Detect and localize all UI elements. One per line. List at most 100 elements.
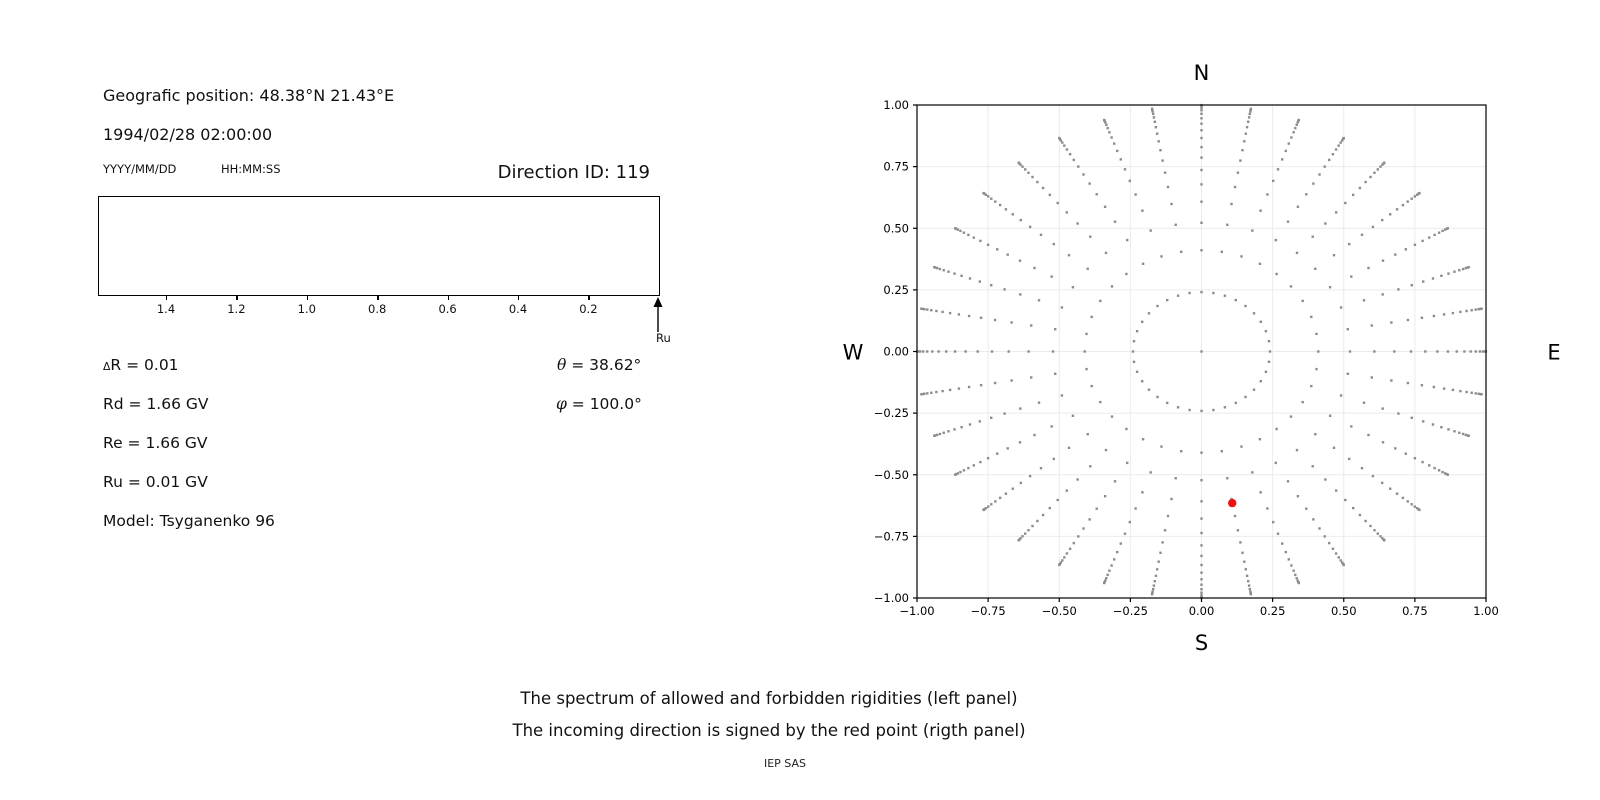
direction-dot bbox=[1166, 185, 1170, 189]
direction-dot bbox=[1376, 532, 1379, 535]
direction-dot bbox=[1200, 583, 1203, 586]
direction-dot bbox=[1028, 474, 1032, 478]
direction-dot bbox=[1103, 581, 1106, 585]
direction-dot bbox=[1276, 168, 1280, 171]
ru-arrow-icon bbox=[653, 297, 663, 332]
direction-dot bbox=[942, 431, 945, 434]
direction-dot bbox=[1188, 291, 1191, 295]
direction-dot bbox=[1230, 497, 1233, 501]
direction-dot bbox=[1247, 584, 1251, 587]
direction-dot bbox=[1252, 312, 1256, 315]
direction-grid-dots bbox=[915, 103, 1488, 600]
direction-dot bbox=[1141, 491, 1144, 494]
direction-dot bbox=[957, 313, 961, 316]
direction-dot bbox=[1421, 460, 1424, 464]
direction-dot bbox=[1287, 558, 1290, 561]
direction-dot bbox=[1290, 136, 1293, 139]
direction-dot bbox=[1259, 380, 1262, 383]
direction-dot bbox=[1090, 315, 1093, 319]
direction-dot bbox=[1103, 581, 1106, 584]
direction-dot bbox=[1390, 321, 1393, 324]
direction-dot bbox=[1445, 473, 1449, 476]
direction-dot bbox=[1149, 229, 1152, 232]
direction-dot bbox=[972, 236, 975, 239]
direction-dot bbox=[1150, 107, 1154, 110]
direction-dot bbox=[1088, 182, 1091, 185]
direction-dot bbox=[1003, 288, 1006, 291]
direction-dot bbox=[994, 200, 997, 203]
delta-symbol: Δ bbox=[103, 360, 111, 373]
direction-dot bbox=[1394, 447, 1397, 450]
direction-dot bbox=[1051, 350, 1055, 353]
direction-dot bbox=[1287, 142, 1290, 145]
direction-dot bbox=[1440, 274, 1443, 277]
direction-dot bbox=[956, 228, 959, 231]
direction-dot bbox=[1104, 579, 1107, 582]
direction-dot bbox=[1331, 547, 1335, 550]
direction-dot bbox=[1415, 507, 1419, 510]
direction-dot bbox=[1259, 209, 1262, 212]
direction-dot bbox=[1421, 239, 1424, 243]
direction-dot bbox=[1323, 165, 1326, 168]
direction-dot bbox=[1147, 312, 1151, 315]
direction-dot bbox=[1220, 250, 1223, 253]
direction-dot bbox=[920, 307, 923, 310]
direction-dot bbox=[1381, 441, 1385, 444]
direction-dot bbox=[1467, 434, 1470, 437]
direction-dot bbox=[986, 457, 990, 460]
direction-dot bbox=[1200, 554, 1203, 558]
direction-dot bbox=[1451, 311, 1455, 315]
direction-dot bbox=[947, 270, 950, 273]
direction-dot bbox=[921, 392, 924, 396]
direction-dot bbox=[1135, 370, 1139, 373]
direction-dot bbox=[1305, 193, 1308, 196]
direction-dot bbox=[1200, 168, 1203, 172]
direction-dot bbox=[1453, 270, 1456, 273]
direction-dot bbox=[962, 469, 966, 472]
x-tick-label: 0.75 bbox=[1402, 604, 1428, 618]
direction-dot bbox=[1410, 197, 1413, 200]
direction-dot bbox=[1152, 587, 1155, 591]
y-tick-label: 0.00 bbox=[883, 345, 909, 359]
direction-dot bbox=[1085, 367, 1088, 371]
rd-value: Rd = 1.66 GV bbox=[103, 395, 209, 413]
direction-dot bbox=[1071, 286, 1075, 289]
direction-dot bbox=[1123, 532, 1127, 535]
direction-dot bbox=[1274, 238, 1277, 242]
direction-dot bbox=[983, 508, 986, 511]
direction-dot bbox=[1346, 328, 1349, 331]
direction-dot bbox=[1050, 425, 1053, 428]
direction-dot bbox=[921, 350, 925, 353]
direction-dot bbox=[1156, 568, 1159, 571]
model-label: Model: Tsyganenko 96 bbox=[103, 512, 275, 530]
direction-dot bbox=[1160, 255, 1163, 258]
direction-dot bbox=[982, 191, 985, 195]
direction-dot bbox=[1442, 313, 1446, 316]
direction-dot bbox=[1024, 532, 1027, 535]
datetime-label: 1994/02/28 02:00:00 bbox=[103, 125, 273, 144]
direction-dot bbox=[935, 390, 938, 394]
direction-dot bbox=[1011, 213, 1014, 216]
direction-dot bbox=[1480, 393, 1483, 396]
direction-dot bbox=[1290, 564, 1293, 567]
direction-dot bbox=[1151, 590, 1154, 593]
direction-dot bbox=[968, 277, 972, 280]
direction-dot bbox=[1364, 519, 1367, 523]
direction-dot bbox=[1157, 560, 1160, 563]
direction-dot bbox=[933, 266, 936, 269]
direction-dot bbox=[1036, 519, 1039, 523]
direction-dot bbox=[1161, 159, 1164, 162]
direction-dot bbox=[1296, 205, 1300, 208]
spectrum-x-tick-label: 0.6 bbox=[438, 302, 457, 316]
direction-dot bbox=[1294, 126, 1297, 130]
direction-dot bbox=[1350, 425, 1353, 428]
direction-dot bbox=[930, 391, 933, 394]
direction-dot bbox=[1311, 235, 1314, 238]
x-tick-label: −0.75 bbox=[971, 604, 1006, 618]
direction-id-label: Direction ID: 119 bbox=[497, 162, 650, 183]
direction-dot bbox=[1017, 161, 1020, 164]
direction-dot bbox=[1484, 350, 1488, 353]
direction-dot bbox=[987, 505, 990, 508]
direction-dot bbox=[1296, 579, 1299, 582]
direction-dot bbox=[941, 310, 944, 314]
